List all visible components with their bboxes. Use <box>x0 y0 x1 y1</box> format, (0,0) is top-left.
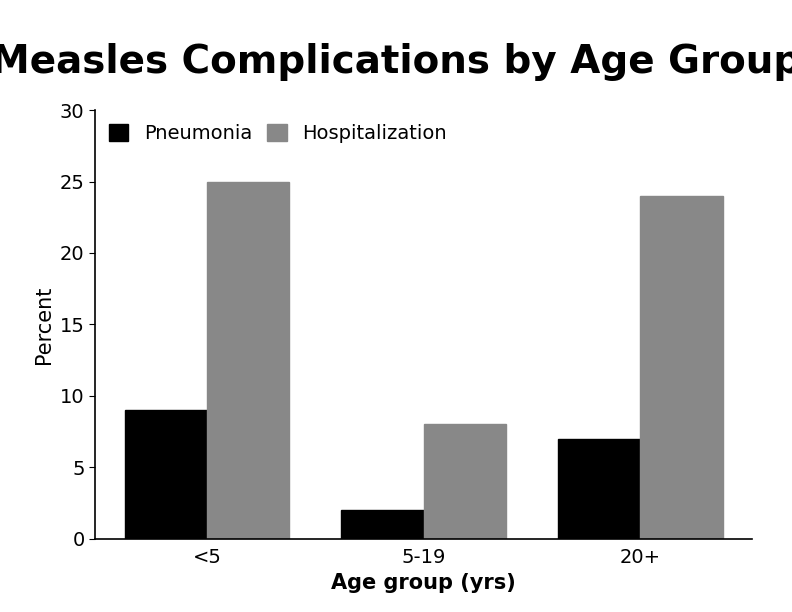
Bar <box>125 410 208 539</box>
Bar <box>208 182 290 539</box>
Y-axis label: Percent: Percent <box>34 285 54 364</box>
Legend: Pneumonia, Hospitalization: Pneumonia, Hospitalization <box>101 116 455 151</box>
Bar <box>341 510 424 539</box>
Text: Measles Complications by Age Group: Measles Complications by Age Group <box>0 43 792 81</box>
X-axis label: Age group (yrs): Age group (yrs) <box>331 573 516 593</box>
Bar <box>424 424 506 539</box>
Bar <box>640 196 722 539</box>
Bar <box>558 439 640 539</box>
